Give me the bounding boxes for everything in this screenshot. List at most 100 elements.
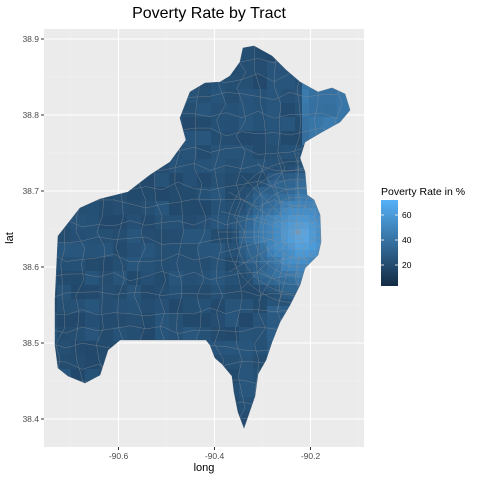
tract-tile: [78, 348, 86, 356]
tract-tile: [120, 299, 128, 307]
tract-tile: [106, 208, 114, 216]
tract-tile: [169, 320, 177, 328]
tract-tile: [253, 222, 261, 230]
tract-tile: [127, 229, 135, 237]
tract-tile: [253, 68, 261, 76]
tract-tile: [190, 243, 198, 251]
tract-tile: [267, 89, 275, 97]
tract-tile: [316, 229, 324, 237]
tract-tile: [197, 320, 205, 328]
tract-tile: [211, 278, 219, 286]
tract-tile: [176, 187, 184, 195]
tract-tile: [134, 334, 142, 342]
tract-tile: [288, 215, 296, 223]
tract-tile: [260, 285, 268, 293]
tract-tile: [267, 187, 275, 195]
tract-tile: [246, 110, 254, 118]
tract-tile: [176, 264, 184, 272]
tract-tile: [232, 117, 240, 125]
tract-tile: [274, 61, 282, 69]
tract-tile: [239, 117, 247, 125]
tract-tile: [211, 264, 219, 272]
tract-tile: [295, 110, 303, 118]
tract-tile: [162, 327, 170, 335]
tract-tile: [113, 222, 121, 230]
tract-tile: [197, 152, 205, 160]
y-tick-label: 38.5: [22, 338, 39, 348]
tract-tile: [309, 131, 317, 139]
tract-tile: [302, 187, 310, 195]
tract-tile: [106, 271, 114, 279]
tract-tile: [260, 138, 268, 146]
tract-tile: [211, 194, 219, 202]
tract-tile: [155, 292, 163, 300]
tract-tile: [253, 369, 261, 377]
tract-tile: [148, 180, 156, 188]
tract-tile: [211, 82, 219, 90]
tract-tile: [85, 215, 93, 223]
tract-tile: [134, 320, 142, 328]
tract-tile: [127, 236, 135, 244]
tract-tile: [113, 250, 121, 258]
tract-tile: [260, 96, 268, 104]
tract-tile: [197, 278, 205, 286]
tract-tile: [309, 215, 317, 223]
tract-tile: [246, 103, 254, 111]
tract-tile: [239, 229, 247, 237]
tract-boundary-line: [228, 191, 299, 233]
tract-tile: [162, 180, 170, 188]
tract-tile: [197, 236, 205, 244]
tract-tile: [176, 285, 184, 293]
tract-tile: [211, 229, 219, 237]
tract-tile: [281, 75, 289, 83]
tract-tile: [141, 264, 149, 272]
tract-tile: [239, 348, 247, 356]
tract-tile: [127, 271, 135, 279]
tract-tile: [183, 201, 191, 209]
tract-tile: [253, 152, 261, 160]
tract-tile: [246, 264, 254, 272]
tract-tile: [155, 264, 163, 272]
tract-tile: [204, 271, 212, 279]
tract-tile: [253, 166, 261, 174]
tract-tile: [281, 187, 289, 195]
tract-tile: [141, 236, 149, 244]
tract-tile: [120, 194, 128, 202]
tract-tile: [183, 159, 191, 167]
tract-tile: [232, 103, 240, 111]
tract-tile: [225, 117, 233, 125]
tract-tile: [183, 257, 191, 265]
tract-tile: [295, 180, 303, 188]
tract-tile: [260, 348, 268, 356]
tract-tile: [323, 103, 331, 111]
tract-tile: [330, 110, 338, 118]
tract-tile: [155, 187, 163, 195]
tract-tile: [71, 327, 79, 335]
tract-tile: [295, 250, 303, 258]
tract-tile: [253, 271, 261, 279]
tract-tile: [57, 278, 65, 286]
tract-tile: [260, 180, 268, 188]
tract-tile: [225, 236, 233, 244]
tract-tile: [274, 194, 282, 202]
tract-tile: [134, 271, 142, 279]
tract-tile: [106, 341, 114, 349]
tract-tile: [344, 103, 350, 111]
tract-tile: [183, 215, 191, 223]
tract-tile: [85, 327, 93, 335]
tract-tile: [176, 173, 184, 181]
tract-tile: [169, 222, 177, 230]
tract-tile: [148, 306, 156, 314]
tract-boundary-line: [241, 231, 299, 289]
tract-tile: [92, 313, 100, 321]
tract-tile: [260, 61, 268, 69]
tract-tile: [197, 82, 205, 90]
tract-tile: [155, 180, 163, 188]
tract-tile: [239, 82, 247, 90]
tract-tile: [232, 243, 240, 251]
tract-tile: [260, 215, 268, 223]
tract-tile: [141, 292, 149, 300]
tract-tile: [176, 201, 184, 209]
tract-tile: [239, 271, 247, 279]
tract-tile: [64, 222, 72, 230]
